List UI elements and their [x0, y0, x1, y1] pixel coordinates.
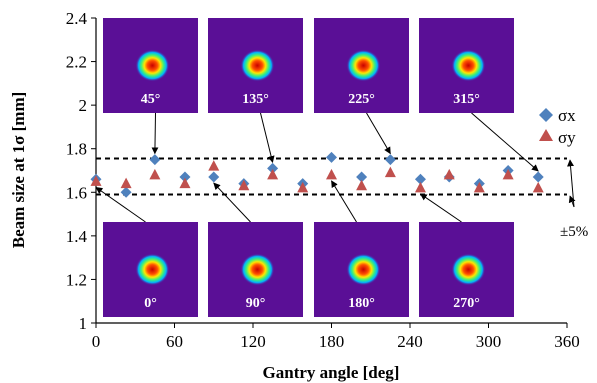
- inset-arrow: [151, 112, 159, 155]
- sigma-y-point: [502, 168, 514, 180]
- legend-sigma-x-marker: [539, 108, 553, 122]
- inset-angle-label: 315°: [453, 92, 480, 107]
- y-tick-label: 1.8: [66, 140, 87, 159]
- inset-arrow: [419, 193, 462, 223]
- sigma-y-point: [473, 181, 485, 193]
- beam-spot: [451, 49, 486, 82]
- beam-spot: [346, 49, 381, 82]
- sigma-y-point: [120, 177, 132, 189]
- sigma-y-point: [179, 177, 191, 189]
- inset-angle-label: 0°: [144, 296, 157, 311]
- legend-sigma-y-marker: [539, 129, 553, 141]
- x-tick-label: 120: [240, 332, 266, 351]
- x-tick-label: 180: [319, 332, 345, 351]
- x-axis-ticks: 0 60 120 180 240 300 360: [92, 323, 580, 351]
- y-axis-title: Beam size at 1σ [mm]: [9, 92, 28, 249]
- inset-arrow: [331, 180, 357, 223]
- y-tick-label: 1.6: [66, 183, 87, 202]
- legend: σx σy: [539, 106, 576, 147]
- data-markers: [90, 151, 544, 198]
- y-tick-label: 2.2: [66, 53, 87, 72]
- beam-inset: 45°: [103, 18, 198, 113]
- sigma-x-point: [208, 171, 220, 183]
- y-tick-label: 1.2: [66, 270, 87, 289]
- beam-spot: [240, 49, 275, 82]
- sigma-x-point: [384, 154, 396, 166]
- y-axis-ticks: 1 1.2 1.4 1.6 1.8 2 2.2 2.4: [66, 9, 96, 333]
- sigma-y-point: [414, 181, 426, 193]
- inset-arrow: [260, 112, 275, 164]
- sigma-x-point: [326, 151, 337, 163]
- beam-spot: [135, 253, 170, 286]
- sigma-x-point: [356, 171, 368, 183]
- x-tick-label: 300: [476, 332, 502, 351]
- beam-inset: 0°: [103, 222, 198, 317]
- inset-arrows: [95, 112, 539, 223]
- x-axis-title: Gantry angle [deg]: [263, 363, 400, 382]
- sigma-y-point: [356, 179, 368, 191]
- sigma-y-point: [326, 168, 337, 180]
- legend-sigma-x-label: σx: [558, 106, 576, 125]
- beam-inset: 180°: [314, 222, 409, 317]
- y-tick-label: 1: [79, 314, 88, 333]
- x-tick-label: 360: [554, 332, 580, 351]
- inset-arrow: [471, 112, 539, 172]
- band-arrow-down: [568, 195, 576, 208]
- sigma-y-point: [267, 168, 279, 180]
- inset-arrow: [213, 182, 251, 223]
- beam-spot: [451, 253, 486, 286]
- sigma-x-point: [149, 154, 161, 166]
- sigma-y-point: [208, 160, 220, 171]
- sigma-y-point: [297, 181, 309, 193]
- y-tick-label: 1.4: [66, 227, 88, 246]
- band-arrow-up: [567, 159, 575, 208]
- beam-inset: 135°: [208, 18, 303, 113]
- beam-inset: 270°: [419, 222, 514, 317]
- sigma-y-point: [90, 175, 102, 186]
- sigma-y-point: [384, 166, 396, 178]
- beam-inset: 225°: [314, 18, 409, 113]
- band-label: ±5%: [560, 224, 588, 240]
- beam-profile-insets: 45° 135° 225° 315° 0° 90° 180° 270°: [103, 18, 514, 317]
- sigma-x-point: [179, 171, 191, 183]
- x-tick-label: 60: [166, 332, 183, 351]
- sigma-x-point: [414, 173, 426, 185]
- inset-arrow: [366, 112, 391, 155]
- sigma-y-point: [443, 168, 455, 180]
- sigma-x-point: [120, 186, 132, 198]
- tolerance-band-annotation: ±5%: [560, 159, 588, 240]
- sigma-y-point: [532, 181, 544, 193]
- sigma-y-point: [238, 179, 250, 191]
- beam-spot: [240, 253, 275, 286]
- y-tick-label: 2: [79, 96, 88, 115]
- sigma-x-point: [267, 162, 279, 174]
- beam-spot: [135, 49, 170, 82]
- inset-angle-label: 270°: [453, 296, 480, 311]
- inset-angle-label: 225°: [348, 92, 375, 107]
- sigma-y-point: [149, 168, 161, 180]
- inset-angle-label: 135°: [242, 92, 269, 107]
- inset-angle-label: 45°: [141, 92, 161, 107]
- beam-spot: [346, 253, 381, 286]
- beam-inset: 315°: [419, 18, 514, 113]
- inset-arrow: [95, 186, 146, 223]
- sigma-x-point: [532, 171, 544, 183]
- legend-sigma-y-label: σy: [558, 128, 576, 147]
- x-tick-label: 0: [92, 332, 101, 351]
- y-tick-label: 2.4: [66, 9, 88, 28]
- inset-angle-label: 90°: [246, 296, 266, 311]
- inset-angle-label: 180°: [348, 296, 375, 311]
- beam-inset: 90°: [208, 222, 303, 317]
- x-tick-label: 240: [397, 332, 423, 351]
